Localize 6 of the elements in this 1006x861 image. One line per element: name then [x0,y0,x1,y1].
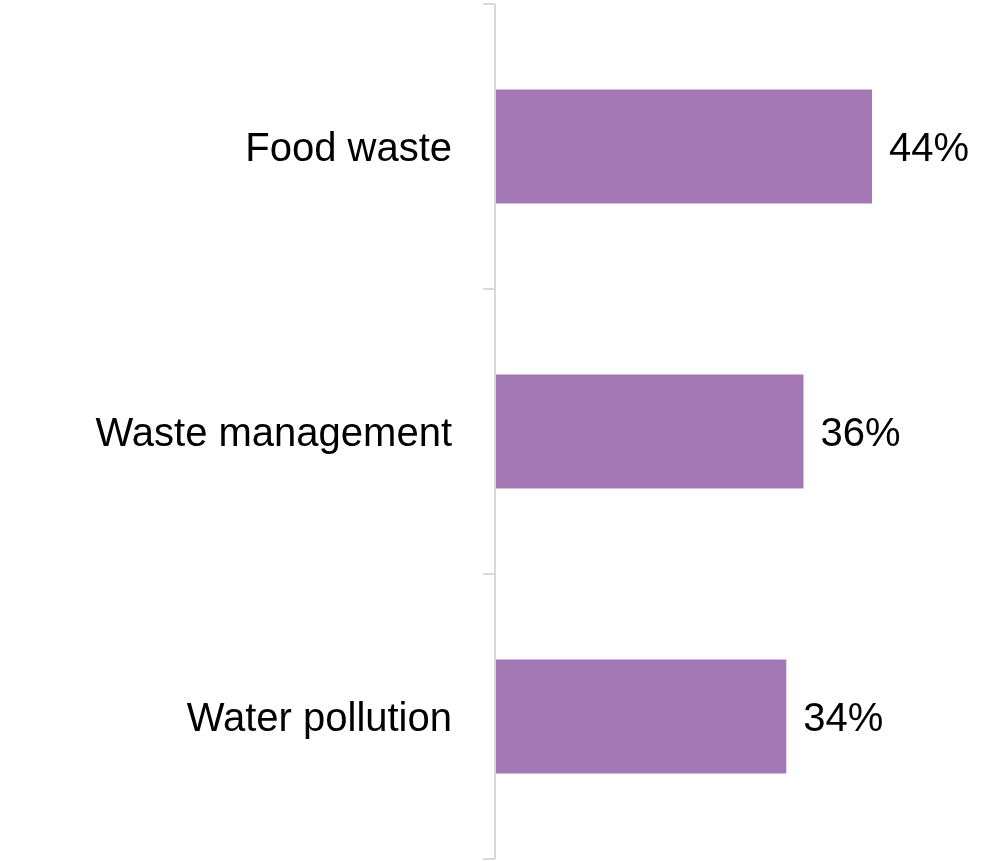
y-tick-label: Waste management [95,409,452,454]
y-tick-label: Water pollution [186,694,452,739]
y-tick-label: Food waste [245,124,452,169]
data-label: 36% [820,409,901,454]
data-label: 34% [803,694,884,739]
data-label: 44% [889,124,970,169]
